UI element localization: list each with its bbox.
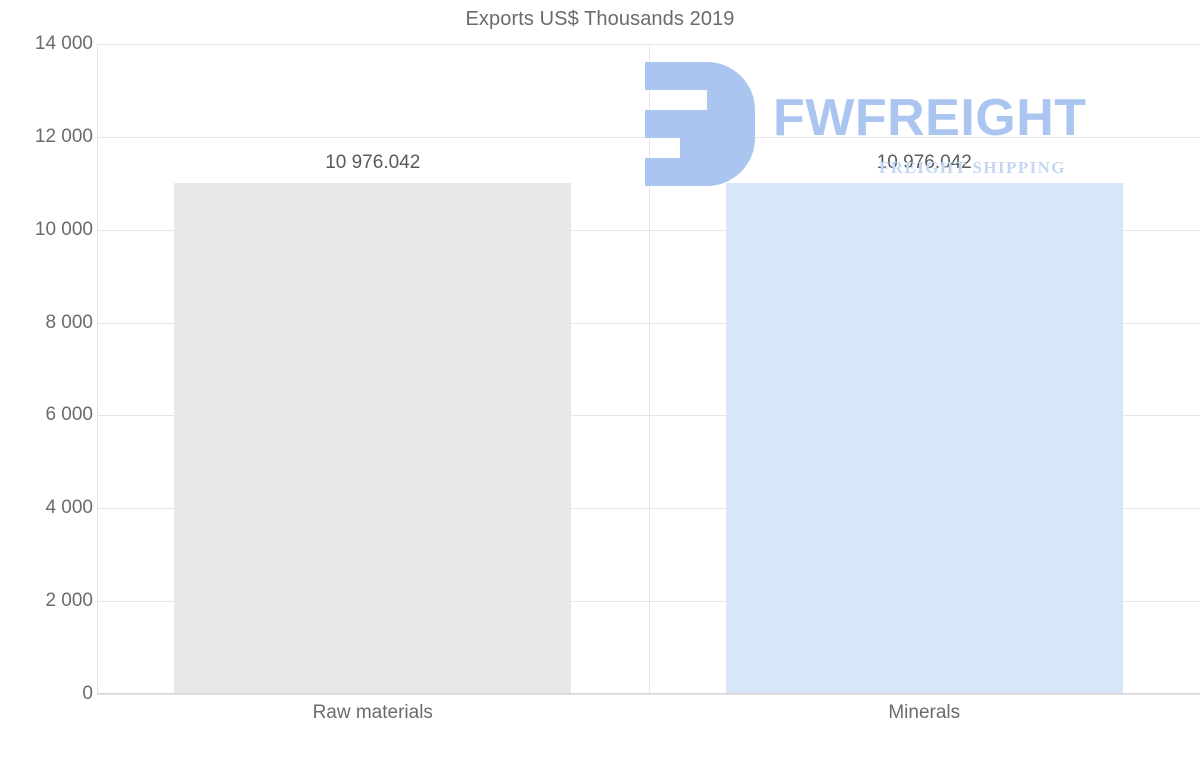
y-tick-label: 2 000 [45, 590, 93, 612]
vertical-gridline [648, 44, 650, 694]
chart-title: Exports US$ Thousands 2019 [465, 8, 735, 30]
bar-value-label: 10 976.042 [876, 152, 972, 174]
y-tick-label: 12 000 [34, 125, 93, 147]
plot-area: 10 976.042 10 976.042 [97, 44, 1200, 695]
bar-minerals[interactable] [725, 183, 1123, 693]
y-tick-label: 4 000 [45, 497, 93, 519]
bar-raw-materials[interactable] [174, 183, 572, 693]
y-tick-label: 8 000 [45, 311, 93, 333]
x-tick-label: Minerals [888, 702, 961, 723]
y-tick-label: 6 000 [45, 404, 93, 426]
y-tick-label: 14 000 [34, 33, 93, 54]
y-tick-label: 10 000 [34, 218, 93, 240]
vertical-gridline [97, 44, 98, 694]
x-tick-label: Raw materials [312, 702, 433, 723]
gridline-0 [97, 694, 1200, 695]
y-tick-label: 0 [82, 683, 93, 704]
x-axis-line [97, 693, 1200, 694]
bar-value-label: 10 976.042 [325, 152, 421, 174]
